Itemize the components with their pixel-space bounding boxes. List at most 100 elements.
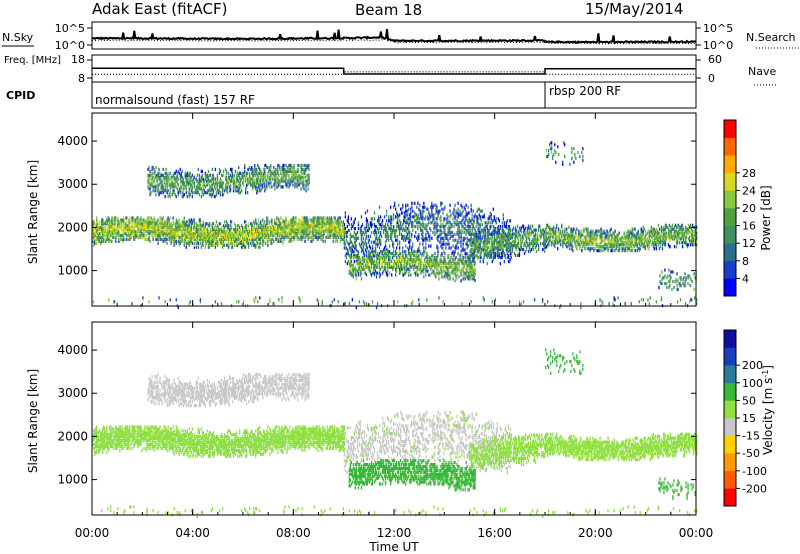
- range-gate-cell: [199, 220, 202, 224]
- range-gate-cell: [295, 183, 297, 187]
- range-gate-cell: [349, 254, 352, 258]
- range-gate-cell: [199, 224, 202, 228]
- range-gate-cell: [331, 233, 333, 238]
- range-gate-cell: [164, 175, 166, 179]
- range-gate-cell: [355, 234, 358, 238]
- range-gate-cell: [353, 255, 356, 260]
- range-gate-cell: [273, 173, 275, 177]
- range-gate-cell: [355, 277, 358, 281]
- range-gate-cell: [449, 259, 451, 263]
- range-gate-cell: [217, 228, 220, 232]
- range-gate-cell: [398, 225, 400, 229]
- range-gate-cell: [233, 179, 236, 183]
- range-gate-cell: [170, 230, 172, 234]
- range-gate-cell: [138, 220, 140, 224]
- range-gate-cell: [331, 218, 333, 222]
- range-gate-cell: [361, 259, 364, 263]
- range-gate-cell: [204, 243, 207, 247]
- range-gate-cell: [132, 230, 134, 234]
- range-gate-cell: [359, 244, 362, 248]
- range-gate-cell: [186, 181, 188, 185]
- range-gate-cell: [258, 237, 260, 241]
- range-gate-cell: [437, 250, 439, 254]
- range-gate-cell: [472, 259, 474, 263]
- range-gate-cell: [290, 228, 292, 232]
- range-gate-cell: [274, 220, 276, 224]
- range-gate-cell: [179, 187, 181, 191]
- range-gate-cell: [397, 217, 399, 221]
- range-gate-cell: [293, 171, 295, 175]
- range-gate-cell: [225, 189, 228, 193]
- range-gate-cell: [412, 259, 414, 263]
- range-gate-cell: [433, 259, 435, 263]
- range-gate-cell: [431, 263, 433, 267]
- range-gate-cell: [402, 254, 404, 258]
- range-gate-cell: [183, 228, 185, 232]
- range-gate-cell: [228, 185, 231, 189]
- range-gate-cell: [352, 255, 355, 260]
- range-gate-cell: [454, 261, 456, 265]
- range-gate-cell: [463, 275, 465, 279]
- range-gate-cell: [402, 205, 404, 209]
- range-gate-cell: [407, 213, 409, 217]
- range-gate-cell: [320, 216, 322, 220]
- range-gate-cell: [96, 216, 98, 220]
- range-gate-cell: [219, 222, 222, 226]
- range-gate-cell: [172, 232, 174, 236]
- range-gate-cell: [395, 267, 397, 271]
- range-gate-cell: [352, 269, 355, 273]
- range-gate-cell: [301, 181, 303, 185]
- range-gate-cell: [169, 187, 171, 191]
- range-gate-cell: [417, 248, 419, 252]
- range-gate-cell: [387, 234, 389, 238]
- range-gate-cell: [473, 236, 475, 240]
- range-gate-cell: [304, 216, 306, 220]
- range-gate-cell: [308, 218, 310, 222]
- range-gate-cell: [143, 228, 145, 232]
- range-gate-cell: [176, 230, 178, 234]
- range-gate-cell: [393, 242, 395, 246]
- range-gate-cell: [224, 228, 227, 232]
- range-gate-cell: [437, 254, 439, 258]
- range-gate-cell: [399, 271, 401, 275]
- range-gate-cell: [345, 252, 348, 256]
- range-gate-cell: [399, 252, 401, 256]
- range-gate-cell: [134, 230, 136, 234]
- range-gate-cell: [209, 193, 212, 197]
- range-gate-cell: [290, 165, 292, 170]
- range-gate-cell: [389, 244, 391, 248]
- range-gate-cell: [109, 224, 111, 228]
- range-gate-cell: [300, 169, 302, 173]
- range-gate-cell: [265, 233, 267, 238]
- range-gate-cell: [437, 238, 439, 242]
- range-gate-cell: [133, 235, 135, 239]
- range-gate-cell: [207, 230, 210, 234]
- range-gate-cell: [307, 230, 309, 234]
- range-gate-cell: [312, 224, 314, 228]
- range-gate-cell: [176, 171, 178, 175]
- range-gate-cell: [350, 254, 353, 258]
- range-gate-cell: [164, 233, 166, 238]
- range-gate-cell: [190, 232, 193, 236]
- range-gate-cell: [297, 169, 299, 173]
- range-gate-cell: [297, 175, 299, 179]
- range-gate-cell: [382, 248, 385, 252]
- range-gate-cell: [93, 220, 95, 224]
- range-gate-cell: [423, 271, 425, 275]
- range-gate-cell: [204, 239, 207, 243]
- range-gate-cell: [296, 222, 298, 226]
- range-gate-cell: [158, 189, 160, 193]
- range-gate-cell: [408, 228, 410, 233]
- range-gate-cell: [159, 235, 161, 239]
- range-gate-cell: [193, 232, 196, 236]
- range-gate-cell: [240, 241, 242, 245]
- range-gate-cell: [231, 232, 234, 236]
- range-gate-cell: [320, 220, 322, 224]
- range-gate-cell: [125, 226, 127, 230]
- range-gate-cell: [471, 254, 473, 258]
- range-gate-cell: [370, 223, 373, 227]
- range-gate-cell: [470, 263, 472, 267]
- range-gate-cell: [422, 205, 424, 209]
- range-gate-cell: [298, 232, 300, 236]
